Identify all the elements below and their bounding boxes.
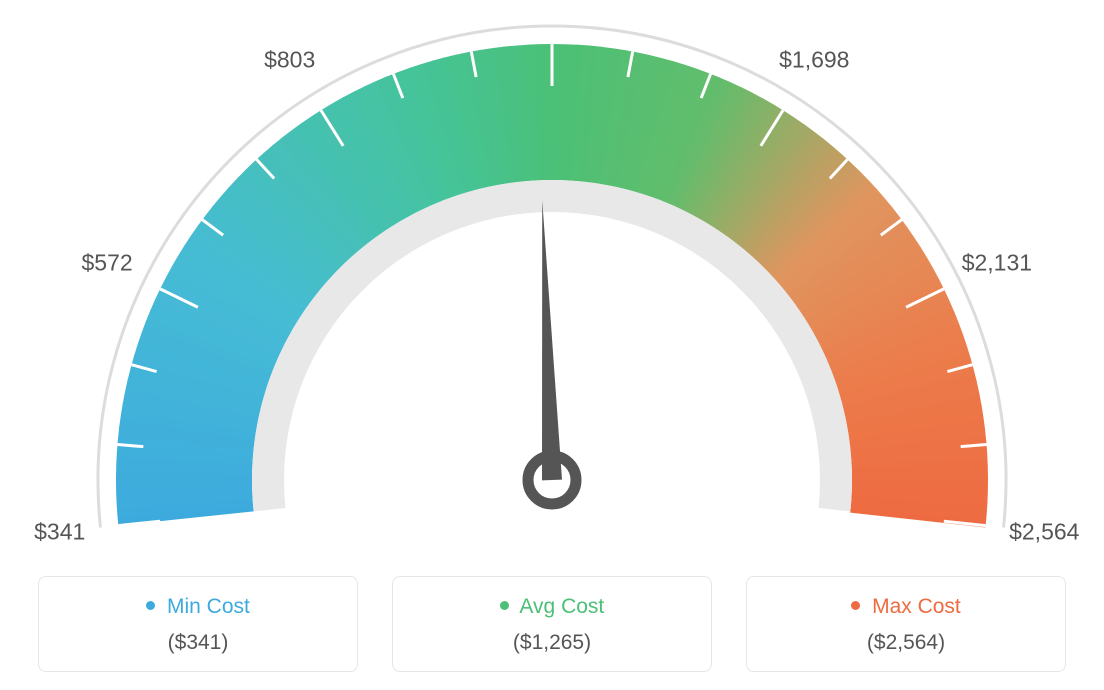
legend-dot-avg [500,601,509,610]
gauge-area: $341$572$803$1,265$1,698$2,131$2,564 [0,0,1104,540]
legend-card-max: Max Cost ($2,564) [746,576,1066,672]
legend-card-min: Min Cost ($341) [38,576,358,672]
legend-value-max: ($2,564) [759,631,1053,655]
legend-dot-max [851,601,860,610]
legend-value-min: ($341) [51,631,345,655]
legend-title-min-text: Min Cost [167,595,250,618]
legend-dot-min [146,601,155,610]
gauge-label-4: $1,698 [779,47,849,74]
legend-title-avg: Avg Cost [405,595,699,619]
gauge-label-5: $2,131 [962,250,1032,277]
legend-title-min: Min Cost [51,595,345,619]
legend-card-avg: Avg Cost ($1,265) [392,576,712,672]
gauge-label-1: $572 [82,250,133,277]
gauge-svg [0,0,1104,540]
legend-title-avg-text: Avg Cost [519,595,604,618]
gauge-label-6: $2,564 [1009,518,1079,545]
legend-title-max: Max Cost [759,595,1053,619]
legend-title-max-text: Max Cost [872,595,961,618]
legend-row: Min Cost ($341) Avg Cost ($1,265) Max Co… [0,576,1104,672]
legend-value-avg: ($1,265) [405,631,699,655]
gauge-label-0: $341 [34,518,85,545]
gauge-label-2: $803 [264,47,315,74]
